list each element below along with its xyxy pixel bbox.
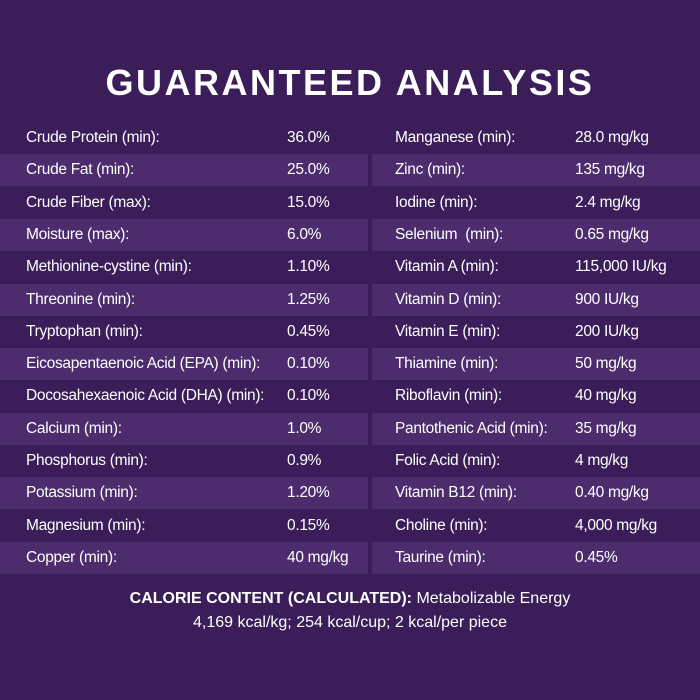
row-label: Thiamine (min):: [395, 355, 499, 373]
row-label: Calcium (min):: [26, 419, 122, 437]
row-value: 15.0%: [287, 193, 330, 211]
row-label: Tryptophan (min):: [26, 322, 143, 340]
row-value: 35 mg/kg: [575, 419, 637, 437]
row-value: 0.45%: [287, 322, 330, 340]
table-row: Tryptophan (min): 0.45%: [0, 316, 368, 348]
calorie-content: CALORIE CONTENT (CALCULATED): Metaboliza…: [0, 587, 700, 635]
table-row: Vitamin B12 (min): 0.40 mg/kg: [372, 477, 700, 510]
row-label: Phosphorus (min):: [26, 452, 148, 469]
row-value: 0.10%: [287, 355, 330, 373]
row-label: Eicosapentaenoic Acid (EPA) (min):: [26, 355, 261, 373]
row-label: Vitamin B12 (min):: [395, 484, 517, 502]
row-value: 2.4 mg/kg: [575, 193, 641, 211]
row-value: 0.15%: [287, 516, 330, 534]
row-label: Riboflavin (min):: [395, 387, 502, 405]
table-row: Phosphorus (min): 0.9%: [0, 445, 368, 477]
row-label: Vitamin E (min):: [395, 322, 501, 340]
table-row: Eicosapentaenoic Acid (EPA) (min): 0.10%: [0, 348, 368, 381]
calorie-line: Metabolizable Energy: [416, 590, 571, 607]
row-value: 200 IU/kg: [575, 322, 639, 340]
row-value: 1.10%: [287, 258, 330, 276]
row-value: 0.45%: [575, 548, 618, 566]
table-row: Selenium (min): 0.65 mg/kg: [372, 218, 700, 251]
row-label: Manganese (min):: [395, 129, 516, 146]
row-value: 900 IU/kg: [575, 290, 639, 308]
row-label: Vitamin A (min):: [395, 258, 499, 276]
table-row: Choline (min): 4,000 mg/kg: [372, 510, 700, 542]
table-row: Taurine (min): 0.45%: [372, 541, 700, 574]
row-value: 1.25%: [287, 290, 330, 308]
table-row: Vitamin D (min): 900 IU/kg: [372, 283, 700, 316]
row-label: Threonine (min):: [26, 290, 135, 308]
row-label: Copper (min):: [26, 548, 117, 566]
row-label: Docosahexaenoic Acid (DHA) (min):: [26, 387, 265, 405]
table-row: Copper (min): 40 mg/kg: [0, 541, 368, 574]
row-value: 40 mg/kg: [287, 548, 349, 566]
row-label: Iodine (min):: [395, 193, 478, 211]
table-row: Vitamin E (min): 200 IU/kg: [372, 316, 700, 348]
row-value: 1.20%: [287, 484, 330, 502]
row-label: Folic Acid (min):: [395, 452, 501, 469]
row-value: 36.0%: [287, 129, 330, 146]
row-value: 0.40 mg/kg: [575, 484, 649, 502]
calorie-heading: CALORIE CONTENT (CALCULATED):: [129, 590, 412, 607]
row-label: Crude Fiber (max):: [26, 193, 151, 211]
row-label: Potassium (min):: [26, 484, 138, 502]
row-label: Pantothenic Acid (min):: [395, 419, 548, 437]
row-value: 1.0%: [287, 419, 322, 437]
table-row: Vitamin A (min): 115,000 IU/kg: [372, 251, 700, 283]
row-value: 0.10%: [287, 387, 330, 405]
row-value: 135 mg/kg: [575, 161, 645, 179]
title: GUARANTEED ANALYSIS: [105, 62, 595, 103]
row-value: 40 mg/kg: [575, 387, 637, 405]
table-row: Magnesium (min): 0.15%: [0, 510, 368, 542]
row-value: 0.9%: [287, 452, 322, 469]
table-row: Moisture (max): 6.0%: [0, 218, 368, 251]
row-value: 25.0%: [287, 161, 330, 179]
row-label: Zinc (min):: [395, 161, 465, 179]
table-row: Riboflavin (min): 40 mg/kg: [372, 380, 700, 412]
row-label: Choline (min):: [395, 516, 488, 534]
table-row: Crude Fat (min): 25.0%: [0, 154, 368, 187]
table-row: Zinc (min): 135 mg/kg: [372, 154, 700, 187]
table-row: Iodine (min): 2.4 mg/kg: [372, 187, 700, 219]
table-row: Manganese (min): 28.0 mg/kg: [372, 122, 700, 154]
row-value: 4,000 mg/kg: [575, 516, 658, 534]
row-label: Crude Fat (min):: [26, 161, 135, 179]
table-row: Thiamine (min): 50 mg/kg: [372, 348, 700, 381]
row-value: 4 mg/kg: [575, 452, 629, 469]
row-label: Methionine-cystine (min):: [26, 258, 192, 276]
row-label: Magnesium (min):: [26, 516, 146, 534]
calorie-line: 4,169 kcal/kg; 254 kcal/cup; 2 kcal/per …: [193, 614, 507, 631]
row-label: Moisture (max):: [26, 225, 130, 243]
row-value: 115,000 IU/kg: [575, 258, 667, 276]
row-value: 6.0%: [287, 225, 322, 243]
row-label: Crude Protein (min):: [26, 129, 160, 146]
row-value: 28.0 mg/kg: [575, 129, 649, 146]
table-row: Pantothenic Acid (min): 35 mg/kg: [372, 412, 700, 445]
row-label: Selenium (min):: [395, 225, 504, 243]
row-label: Taurine (min):: [395, 548, 486, 566]
row-value: 50 mg/kg: [575, 355, 637, 373]
table-row: Methionine-cystine (min): 1.10%: [0, 251, 368, 283]
table-row: Threonine (min): 1.25%: [0, 283, 368, 316]
table-row: Potassium (min): 1.20%: [0, 477, 368, 510]
row-label: Vitamin D (min):: [395, 290, 502, 308]
table-row: Crude Protein (min): 36.0%: [0, 122, 368, 154]
table-row: Calcium (min): 1.0%: [0, 412, 368, 445]
row-value: 0.65 mg/kg: [575, 225, 649, 243]
table-row: Folic Acid (min): 4 mg/kg: [372, 445, 700, 477]
table-row: Crude Fiber (max): 15.0%: [0, 187, 368, 219]
table-row: Docosahexaenoic Acid (DHA) (min): 0.10%: [0, 380, 368, 412]
